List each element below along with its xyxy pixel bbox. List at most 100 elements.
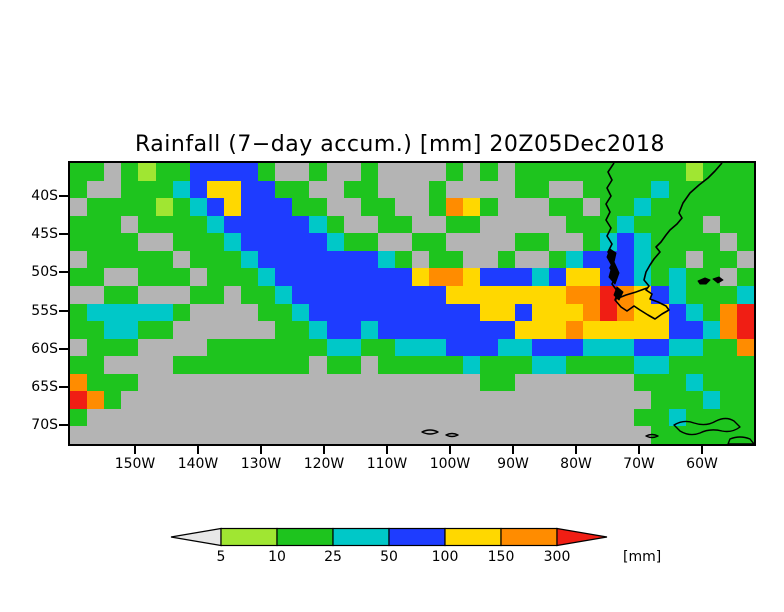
- grid-cell: [70, 356, 88, 375]
- grid-cell: [531, 163, 550, 182]
- grid-cell: [480, 408, 499, 428]
- grid-cell: [241, 198, 259, 217]
- grid-cell: [172, 285, 191, 305]
- grid-cell: [292, 163, 310, 182]
- grid-cell: [736, 356, 754, 375]
- grid-cell: [497, 303, 516, 322]
- grid-cell: [155, 373, 174, 392]
- grid-cell: [429, 391, 447, 410]
- grid-cell: [600, 321, 618, 340]
- grid-cell: [685, 321, 704, 340]
- grid-cell: [223, 408, 242, 428]
- lat-tick: [59, 309, 68, 312]
- grid-cell: [668, 233, 687, 252]
- grid-cell: [514, 180, 533, 199]
- grid-cell: [138, 215, 157, 234]
- grid-cell: [736, 163, 754, 182]
- grid-cell: [394, 356, 413, 375]
- grid-cell: [104, 250, 122, 269]
- grid-cell: [651, 338, 670, 357]
- grid-cell: [617, 321, 635, 340]
- grid-cell: [685, 233, 704, 252]
- grid-cell: [702, 391, 721, 410]
- grid-cell: [138, 338, 157, 357]
- grid-cell: [634, 338, 652, 357]
- grid-cell: [292, 180, 310, 199]
- grid-cell: [446, 233, 464, 252]
- grid-cell: [104, 391, 122, 410]
- grid-cell: [548, 373, 567, 392]
- grid-cell: [446, 338, 464, 357]
- grid-cell: [206, 163, 225, 182]
- grid-cell: [172, 163, 191, 182]
- grid-cell: [138, 303, 157, 322]
- grid-cell: [736, 215, 754, 234]
- grid-cell: [292, 215, 310, 234]
- grid-cell: [702, 215, 721, 234]
- grid-cell: [736, 285, 754, 305]
- lat-tick: [59, 195, 68, 197]
- colorbar-tick-label: 50: [380, 549, 398, 565]
- grid-cell: [138, 408, 157, 428]
- grid-cell: [121, 408, 139, 428]
- grid-cell: [719, 285, 738, 305]
- grid-cell: [343, 426, 362, 444]
- lon-tick: [638, 446, 640, 454]
- grid-cell: [446, 268, 464, 287]
- grid-cell: [463, 250, 481, 269]
- grid-cell: [275, 408, 293, 428]
- grid-cell: [497, 268, 516, 287]
- grid-cell: [377, 321, 396, 340]
- grid-cell: [685, 426, 704, 444]
- grid-cell: [377, 303, 396, 322]
- grid-cell: [548, 356, 567, 375]
- grid-cell: [497, 215, 516, 234]
- grid-cell: [104, 215, 122, 234]
- grid-cell: [241, 321, 259, 340]
- grid-cell: [412, 356, 430, 375]
- grid-cell: [343, 373, 362, 392]
- grid-cell: [583, 373, 601, 392]
- grid-cell: [155, 285, 174, 305]
- grid-cell: [258, 338, 276, 357]
- grid-cell: [463, 198, 481, 217]
- grid-cell: [429, 408, 447, 428]
- grid-cell: [719, 338, 738, 357]
- grid-cell: [258, 250, 276, 269]
- grid-cell: [497, 373, 516, 392]
- grid-cell: [668, 426, 687, 444]
- lon-tick: [449, 446, 451, 454]
- grid-cell: [668, 391, 687, 410]
- grid-cell: [258, 303, 276, 322]
- grid-cell: [377, 285, 396, 305]
- grid-cell: [617, 356, 635, 375]
- grid-cell: [138, 180, 157, 199]
- grid-cell: [155, 215, 174, 234]
- grid-cell: [668, 198, 687, 217]
- grid-cell: [736, 250, 754, 269]
- grid-cell: [223, 373, 242, 392]
- land-fill: [697, 277, 711, 285]
- grid-cell: [480, 268, 499, 287]
- grid-cell: [463, 163, 481, 182]
- grid-cell: [463, 373, 481, 392]
- grid-cell: [206, 268, 225, 287]
- grid-cell: [360, 215, 379, 234]
- grid-cell: [377, 356, 396, 375]
- grid-cell: [121, 338, 139, 357]
- grid-cell: [206, 250, 225, 269]
- grid-cell: [326, 303, 345, 322]
- island-outline: [445, 432, 459, 438]
- grid-cell: [326, 338, 345, 357]
- grid-cell: [292, 250, 310, 269]
- grid-cell: [719, 215, 738, 234]
- grid-cell: [583, 408, 601, 428]
- grid-cell: [531, 250, 550, 269]
- grid-cell: [155, 338, 174, 357]
- grid-cell: [377, 250, 396, 269]
- grid-cell: [377, 373, 396, 392]
- grid-cell: [275, 373, 293, 392]
- grid-cell: [736, 303, 754, 322]
- grid-cell: [206, 391, 225, 410]
- lon-tick-label: 120W: [303, 456, 345, 472]
